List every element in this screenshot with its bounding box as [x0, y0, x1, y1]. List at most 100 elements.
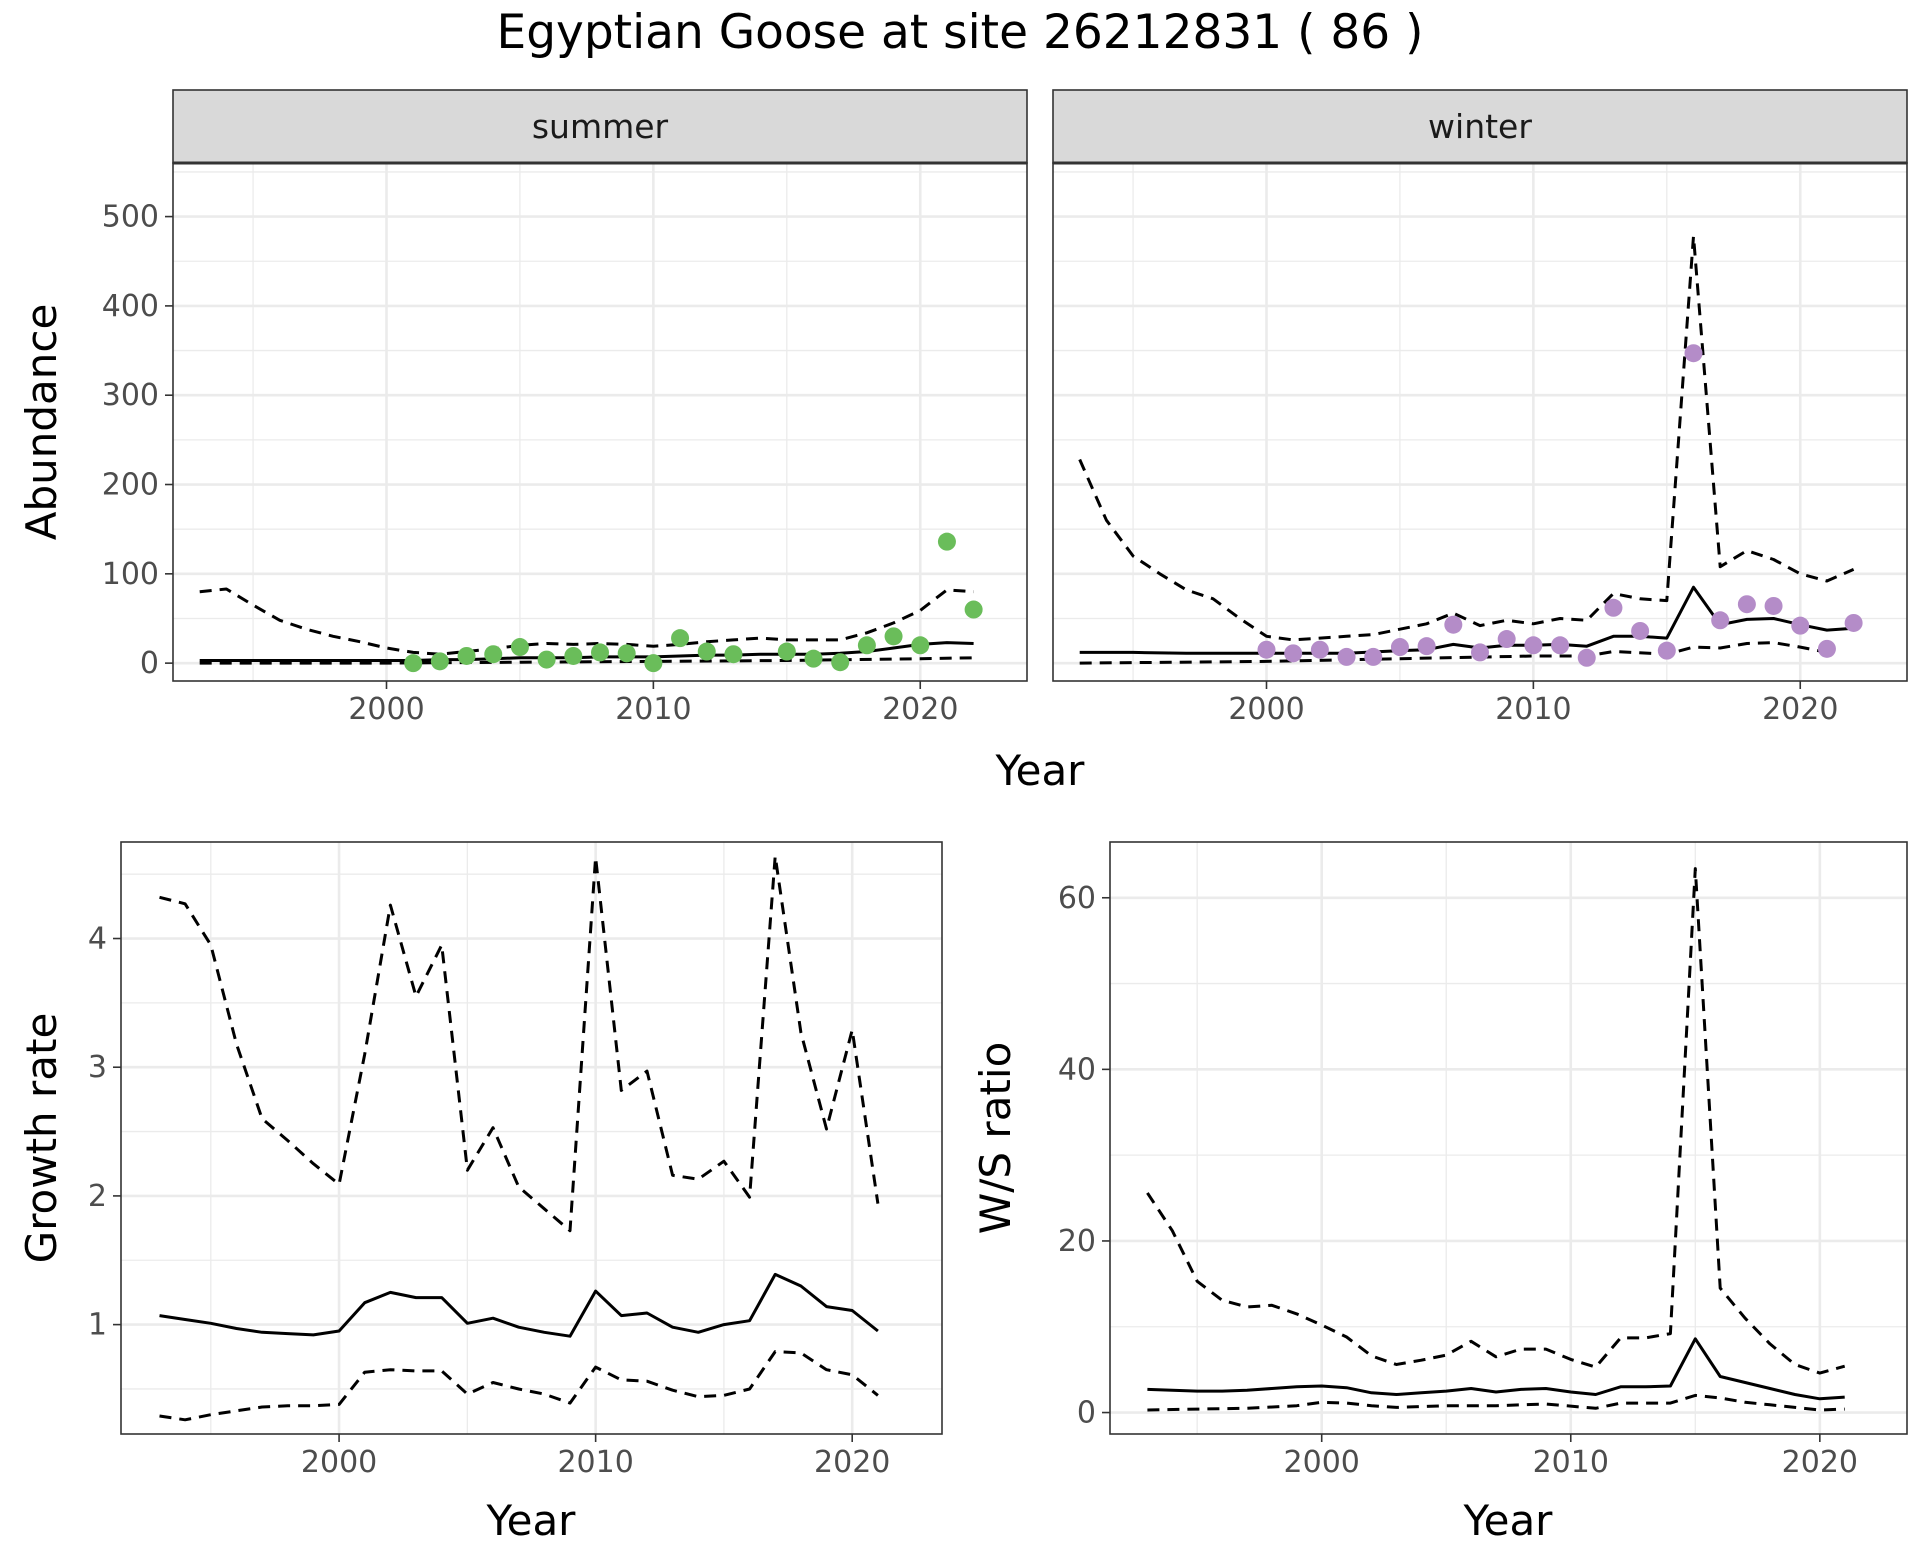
- ws-y-axis-title: W/S ratio: [971, 1042, 1020, 1235]
- growth-estimate-line: [159, 1272, 879, 1338]
- summer-y-tick-label: 500: [102, 200, 159, 235]
- summer-observed-point: [484, 645, 503, 664]
- summer-observed-point: [911, 636, 930, 655]
- winter-observed-point: [1764, 596, 1783, 615]
- summer-x-tick-label: 2010: [615, 692, 691, 727]
- summer-observed-point: [671, 629, 690, 648]
- summer-observed-point: [404, 654, 423, 673]
- summer-observed-point: [804, 649, 823, 668]
- ws-ratio-y-tick-label: 60: [1058, 881, 1096, 916]
- summer-y-tick-label: 200: [102, 468, 159, 503]
- summer-estimate-line: [199, 641, 974, 662]
- summer-observed-point: [457, 646, 476, 665]
- summer-upper-ci-line: [199, 587, 974, 656]
- growth-y-tick-label: 2: [88, 1179, 107, 1214]
- growth-border: [120, 841, 943, 1435]
- summer-observed-point: [644, 654, 663, 673]
- winter-observed-point: [1737, 595, 1756, 614]
- summer-observed-point: [857, 636, 876, 655]
- summer-observed-point: [964, 600, 983, 619]
- summer-observed-point: [564, 646, 583, 665]
- summer-plot-area: [199, 532, 983, 673]
- summer-x-tick-label: 2020: [882, 692, 958, 727]
- winter-observed-point: [1684, 344, 1703, 363]
- winter-plot-area: [1078, 234, 1863, 667]
- winter-observed-point: [1631, 621, 1650, 640]
- winter-x-tick-label: 2000: [1228, 692, 1304, 727]
- ws-ratio-y-tick-label: 40: [1058, 1052, 1096, 1087]
- growth-panel: 2000 2010 2020 1 2 3 4: [88, 841, 943, 1480]
- winter-observed-point: [1657, 641, 1676, 660]
- ws-ratio-y-tick-label: 20: [1058, 1224, 1096, 1259]
- winter-observed-point: [1497, 630, 1516, 649]
- summer-lower-ci-line: [199, 656, 974, 665]
- summer-observed-point: [777, 642, 796, 661]
- ws-ratio-plot-area: [1146, 867, 1846, 1412]
- summer-y-tick-label: 400: [102, 289, 159, 324]
- winter-x-tick-label: 2020: [1762, 692, 1838, 727]
- summer-y-tick-label: 300: [102, 378, 159, 413]
- summer-observed-point: [430, 652, 449, 671]
- winter-observed-point: [1444, 615, 1463, 634]
- summer-observed-point: [537, 650, 556, 669]
- winter-observed-point: [1364, 647, 1383, 666]
- winter-strip-label: winter: [1428, 107, 1532, 146]
- winter-x-tick-label: 2010: [1495, 692, 1571, 727]
- growth-lower-ci-line: [159, 1350, 879, 1422]
- winter-observed-point: [1390, 638, 1409, 657]
- winter-upper-ci-line: [1078, 234, 1855, 642]
- summer-observed-point: [591, 643, 609, 662]
- winter-panel: 2000 2010 2020 winter: [1052, 89, 1908, 727]
- growth-x-tick-label: 2010: [557, 1445, 633, 1480]
- winter-observed-point: [1337, 647, 1356, 666]
- growth-upper-ci-line: [159, 854, 880, 1233]
- ws-ratio-x-tick-label: 2000: [1284, 1445, 1360, 1480]
- winter-observed-point: [1577, 648, 1596, 667]
- summer-strip-label: summer: [532, 107, 669, 146]
- summer-observed-point: [937, 532, 956, 551]
- summer-observed-point: [831, 653, 850, 672]
- abundance-y-axis-title: Abundance: [17, 304, 66, 541]
- winter-observed-point: [1604, 598, 1623, 617]
- winter-observed-point: [1844, 613, 1863, 632]
- winter-observed-point: [1711, 611, 1730, 630]
- summer-y-tick-label: 0: [140, 646, 159, 681]
- chart-title: Egyptian Goose at site 26212831 ( 86 ): [497, 5, 1424, 60]
- winter-observed-point: [1817, 639, 1836, 658]
- ws-x-axis-title: Year: [1463, 1496, 1554, 1545]
- growth-y-tick-label: 1: [88, 1308, 107, 1343]
- winter-observed-point: [1471, 643, 1489, 662]
- summer-observed-point: [617, 644, 636, 663]
- growth-y-tick-label: 4: [88, 922, 107, 957]
- winter-observed-point: [1310, 640, 1329, 659]
- summer-observed-point: [724, 645, 743, 664]
- winter-strip: [1052, 89, 1908, 164]
- abundance-x-axis-title: Year: [995, 746, 1086, 795]
- growth-x-tick-label: 2020: [814, 1445, 890, 1480]
- summer-observed-point: [697, 642, 716, 661]
- ws-ratio-y-tick-label: 0: [1077, 1396, 1096, 1431]
- summer-x-tick-label: 2000: [348, 692, 424, 727]
- growth-x-axis-title: Year: [486, 1496, 577, 1545]
- ws-ratio-x-tick-label: 2010: [1533, 1445, 1609, 1480]
- winter-observed-point: [1791, 616, 1810, 635]
- ws-ratio-estimate-line: [1147, 1337, 1845, 1401]
- summer-strip: [172, 89, 1028, 164]
- winter-observed-point: [1417, 637, 1436, 656]
- growth-plot-area: [159, 854, 880, 1422]
- ws-ratio-panel: 2000 2010 2020 0 20 40 60: [1058, 841, 1908, 1480]
- growth-y-tick-label: 3: [88, 1050, 107, 1085]
- winter-observed-point: [1284, 644, 1303, 663]
- growth-y-axis-title: Growth rate: [17, 1013, 66, 1264]
- summer-panel: 2000 2010 2020 0 100 200 300 400 500 summer: [102, 89, 1028, 727]
- growth-x-tick-label: 2000: [301, 1445, 377, 1480]
- ws-ratio-x-tick-label: 2020: [1782, 1445, 1858, 1480]
- summer-y-tick-label: 100: [102, 557, 159, 592]
- winter-observed-point: [1551, 636, 1570, 655]
- summer-observed-point: [884, 627, 903, 646]
- winter-observed-point: [1257, 640, 1276, 659]
- summer-observed-point: [510, 638, 529, 657]
